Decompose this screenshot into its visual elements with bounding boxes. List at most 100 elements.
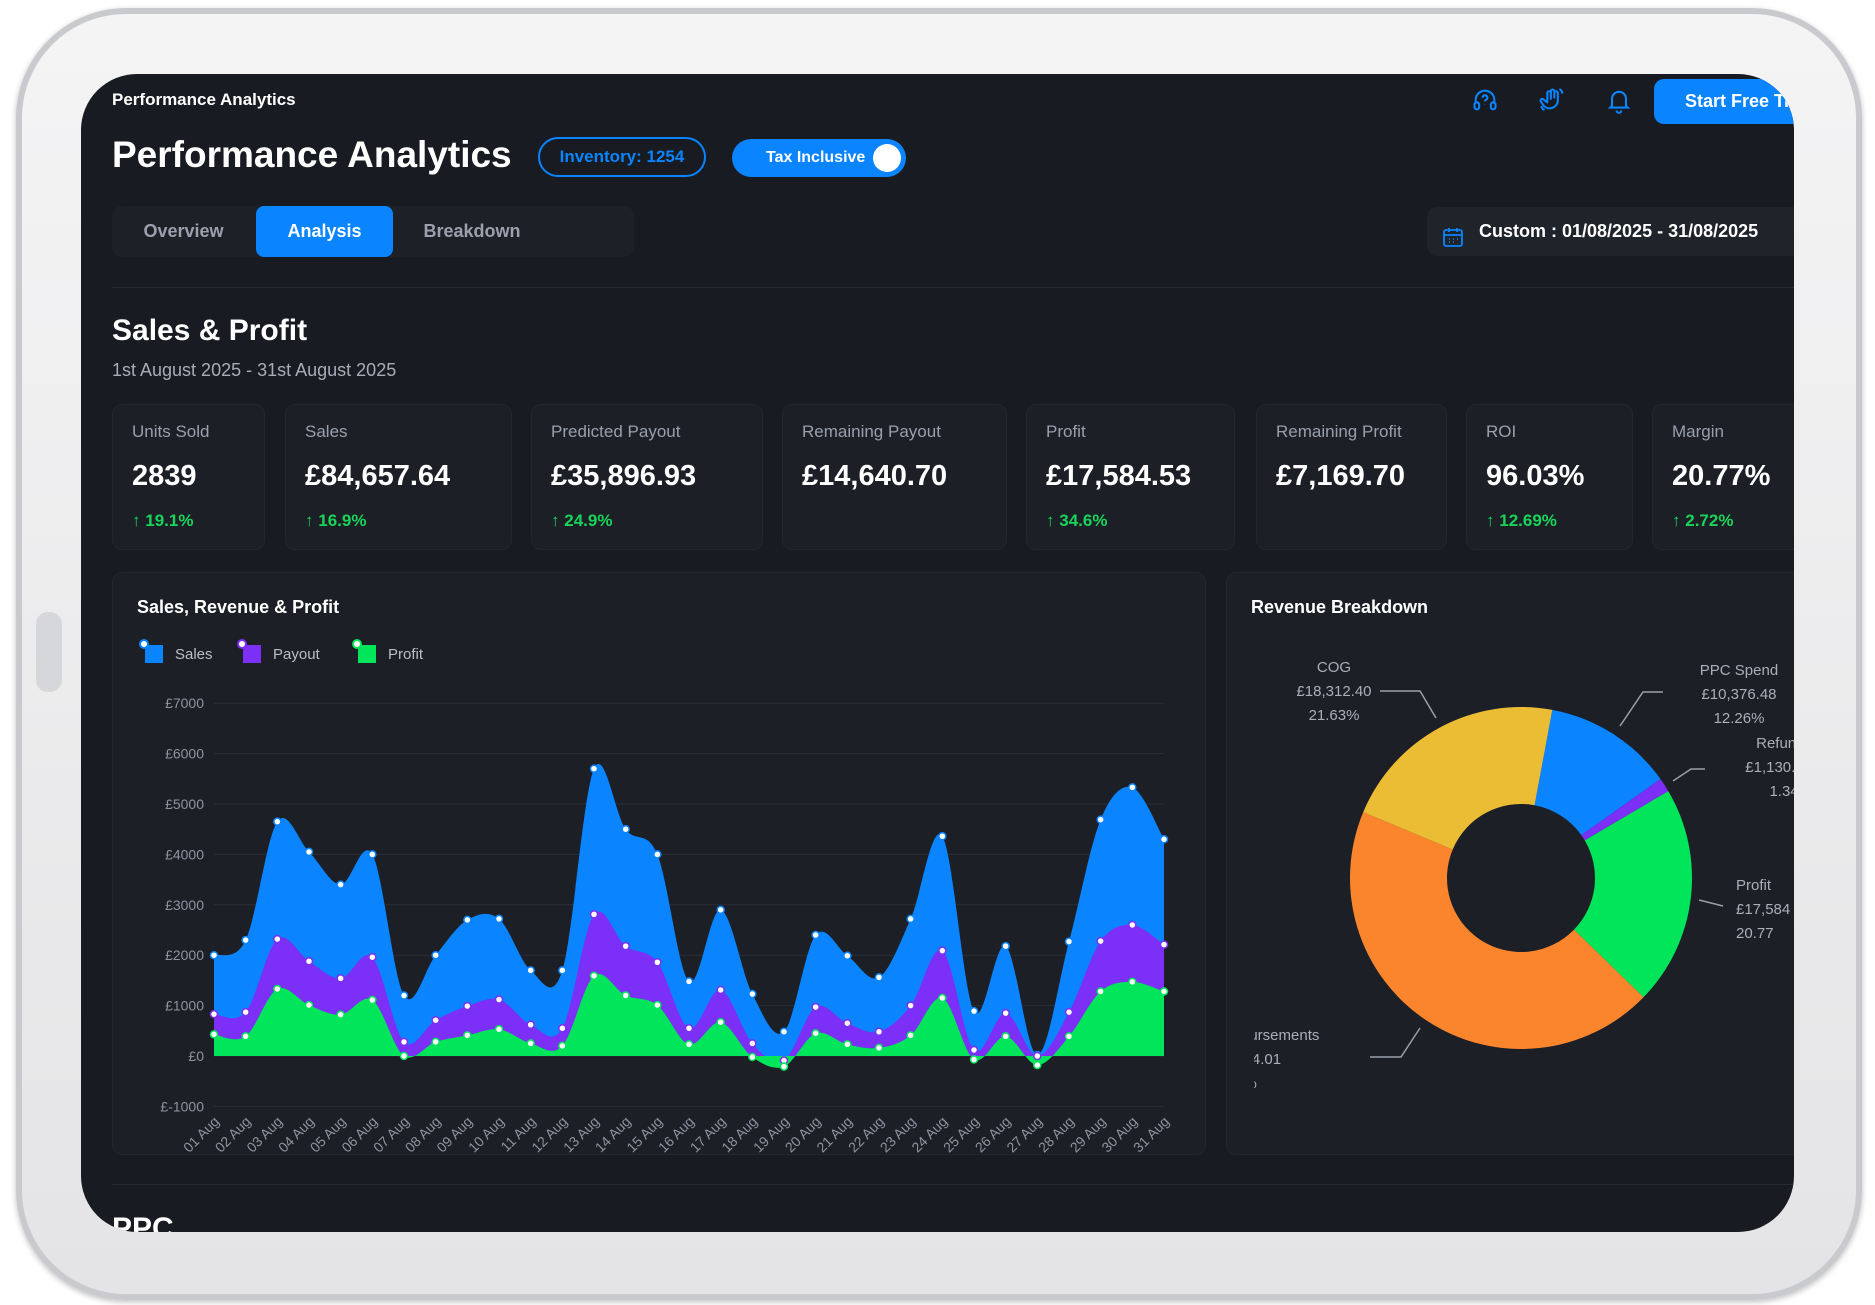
point-profit[interactable] — [463, 1031, 472, 1040]
point-profit[interactable] — [811, 1029, 820, 1038]
point-payout[interactable] — [399, 1037, 409, 1047]
tab-overview[interactable]: Overview — [143, 221, 224, 241]
tab-analysis[interactable]: Analysis — [256, 206, 393, 257]
point-profit[interactable] — [1064, 1032, 1074, 1041]
point-sales[interactable] — [684, 977, 694, 986]
point-profit[interactable] — [589, 971, 599, 981]
point-sales[interactable] — [969, 1006, 979, 1016]
point-payout[interactable] — [1159, 940, 1169, 949]
point-payout[interactable] — [1096, 936, 1105, 946]
tax-inclusive-toggle[interactable]: Tax Inclusive — [732, 139, 906, 177]
point-payout[interactable] — [811, 1002, 820, 1012]
point-profit[interactable] — [969, 1055, 979, 1064]
point-profit[interactable] — [1159, 987, 1169, 996]
point-profit[interactable] — [1128, 977, 1137, 987]
legend-payout[interactable]: Payout — [237, 639, 320, 663]
point-sales[interactable] — [653, 850, 662, 859]
point-payout[interactable] — [431, 1015, 440, 1025]
point-profit[interactable] — [779, 1062, 789, 1071]
legend-profit[interactable]: Profit — [352, 639, 423, 663]
point-profit[interactable] — [843, 1040, 852, 1049]
point-sales[interactable] — [463, 915, 472, 925]
point-payout[interactable] — [589, 910, 599, 919]
point-sales[interactable] — [906, 914, 915, 924]
point-payout[interactable] — [209, 1009, 219, 1019]
point-sales[interactable] — [874, 973, 884, 982]
point-payout[interactable] — [1064, 1007, 1074, 1017]
point-payout[interactable] — [969, 1045, 979, 1055]
point-sales[interactable] — [273, 817, 282, 826]
point-payout[interactable] — [938, 946, 947, 955]
point-profit[interactable] — [368, 995, 377, 1005]
point-sales[interactable] — [526, 966, 535, 975]
point-profit[interactable] — [241, 1032, 250, 1041]
point-sales[interactable] — [1159, 835, 1169, 844]
point-sales[interactable] — [748, 989, 757, 999]
slice-refunds[interactable] — [1581, 779, 1669, 841]
point-sales[interactable] — [1001, 941, 1010, 951]
point-profit[interactable] — [621, 991, 630, 1000]
start-free-trial-button[interactable]: Start Free Trial — [1654, 79, 1794, 124]
point-payout[interactable] — [874, 1027, 884, 1037]
point-sales[interactable] — [589, 764, 599, 773]
point-sales[interactable] — [938, 832, 947, 841]
point-profit[interactable] — [748, 1052, 757, 1062]
headset-help-icon[interactable] — [1468, 83, 1502, 117]
point-profit[interactable] — [938, 993, 947, 1003]
point-payout[interactable] — [1033, 1051, 1042, 1061]
point-profit[interactable] — [1096, 987, 1105, 996]
slice-profit[interactable] — [1574, 791, 1692, 998]
point-sales[interactable] — [241, 935, 250, 945]
point-sales[interactable] — [779, 1027, 789, 1037]
point-profit[interactable] — [273, 984, 282, 994]
point-profit[interactable] — [906, 1031, 915, 1040]
point-payout[interactable] — [716, 985, 725, 995]
legend-sales[interactable]: Sales — [139, 639, 213, 663]
point-sales[interactable] — [399, 991, 409, 1000]
point-sales[interactable] — [1096, 815, 1105, 824]
point-sales[interactable] — [1128, 783, 1137, 792]
tab-breakdown[interactable]: Breakdown — [423, 221, 521, 241]
point-profit[interactable] — [653, 1000, 662, 1010]
point-sales[interactable] — [558, 966, 567, 975]
point-payout[interactable] — [241, 1007, 250, 1017]
point-sales[interactable] — [1064, 937, 1074, 946]
point-sales[interactable] — [368, 850, 377, 859]
point-profit[interactable] — [1033, 1060, 1042, 1070]
point-payout[interactable] — [304, 956, 314, 966]
point-sales[interactable] — [336, 880, 345, 889]
point-payout[interactable] — [336, 974, 345, 983]
point-payout[interactable] — [368, 952, 377, 962]
wave-hand-icon[interactable] — [1535, 83, 1569, 117]
point-payout[interactable] — [526, 1020, 535, 1030]
point-payout[interactable] — [843, 1018, 852, 1028]
point-profit[interactable] — [526, 1039, 535, 1048]
point-profit[interactable] — [494, 1025, 504, 1034]
point-sales[interactable] — [494, 914, 504, 924]
point-payout[interactable] — [684, 1024, 694, 1033]
point-sales[interactable] — [811, 930, 820, 940]
slice-ppc-spend[interactable] — [1534, 709, 1661, 836]
date-range-picker[interactable]: Custom : 01/08/2025 - 31/08/2025 — [1427, 207, 1794, 256]
point-payout[interactable] — [494, 995, 504, 1004]
point-payout[interactable] — [463, 1001, 472, 1011]
point-payout[interactable] — [1001, 1008, 1010, 1018]
point-payout[interactable] — [906, 1001, 915, 1010]
point-profit[interactable] — [209, 1030, 219, 1039]
point-payout[interactable] — [273, 934, 282, 944]
slice-reimbursements[interactable] — [1350, 812, 1644, 1049]
point-payout[interactable] — [748, 1039, 757, 1048]
point-profit[interactable] — [874, 1043, 884, 1053]
slice-cog[interactable] — [1363, 707, 1553, 850]
point-profit[interactable] — [304, 1000, 314, 1010]
point-profit[interactable] — [399, 1051, 409, 1061]
point-payout[interactable] — [1128, 920, 1137, 930]
point-profit[interactable] — [1001, 1032, 1010, 1041]
bell-icon[interactable] — [1602, 83, 1636, 117]
point-sales[interactable] — [431, 950, 440, 960]
point-profit[interactable] — [684, 1040, 694, 1049]
point-payout[interactable] — [558, 1024, 567, 1033]
point-payout[interactable] — [621, 941, 630, 951]
point-profit[interactable] — [716, 1017, 725, 1027]
point-sales[interactable] — [209, 950, 219, 960]
